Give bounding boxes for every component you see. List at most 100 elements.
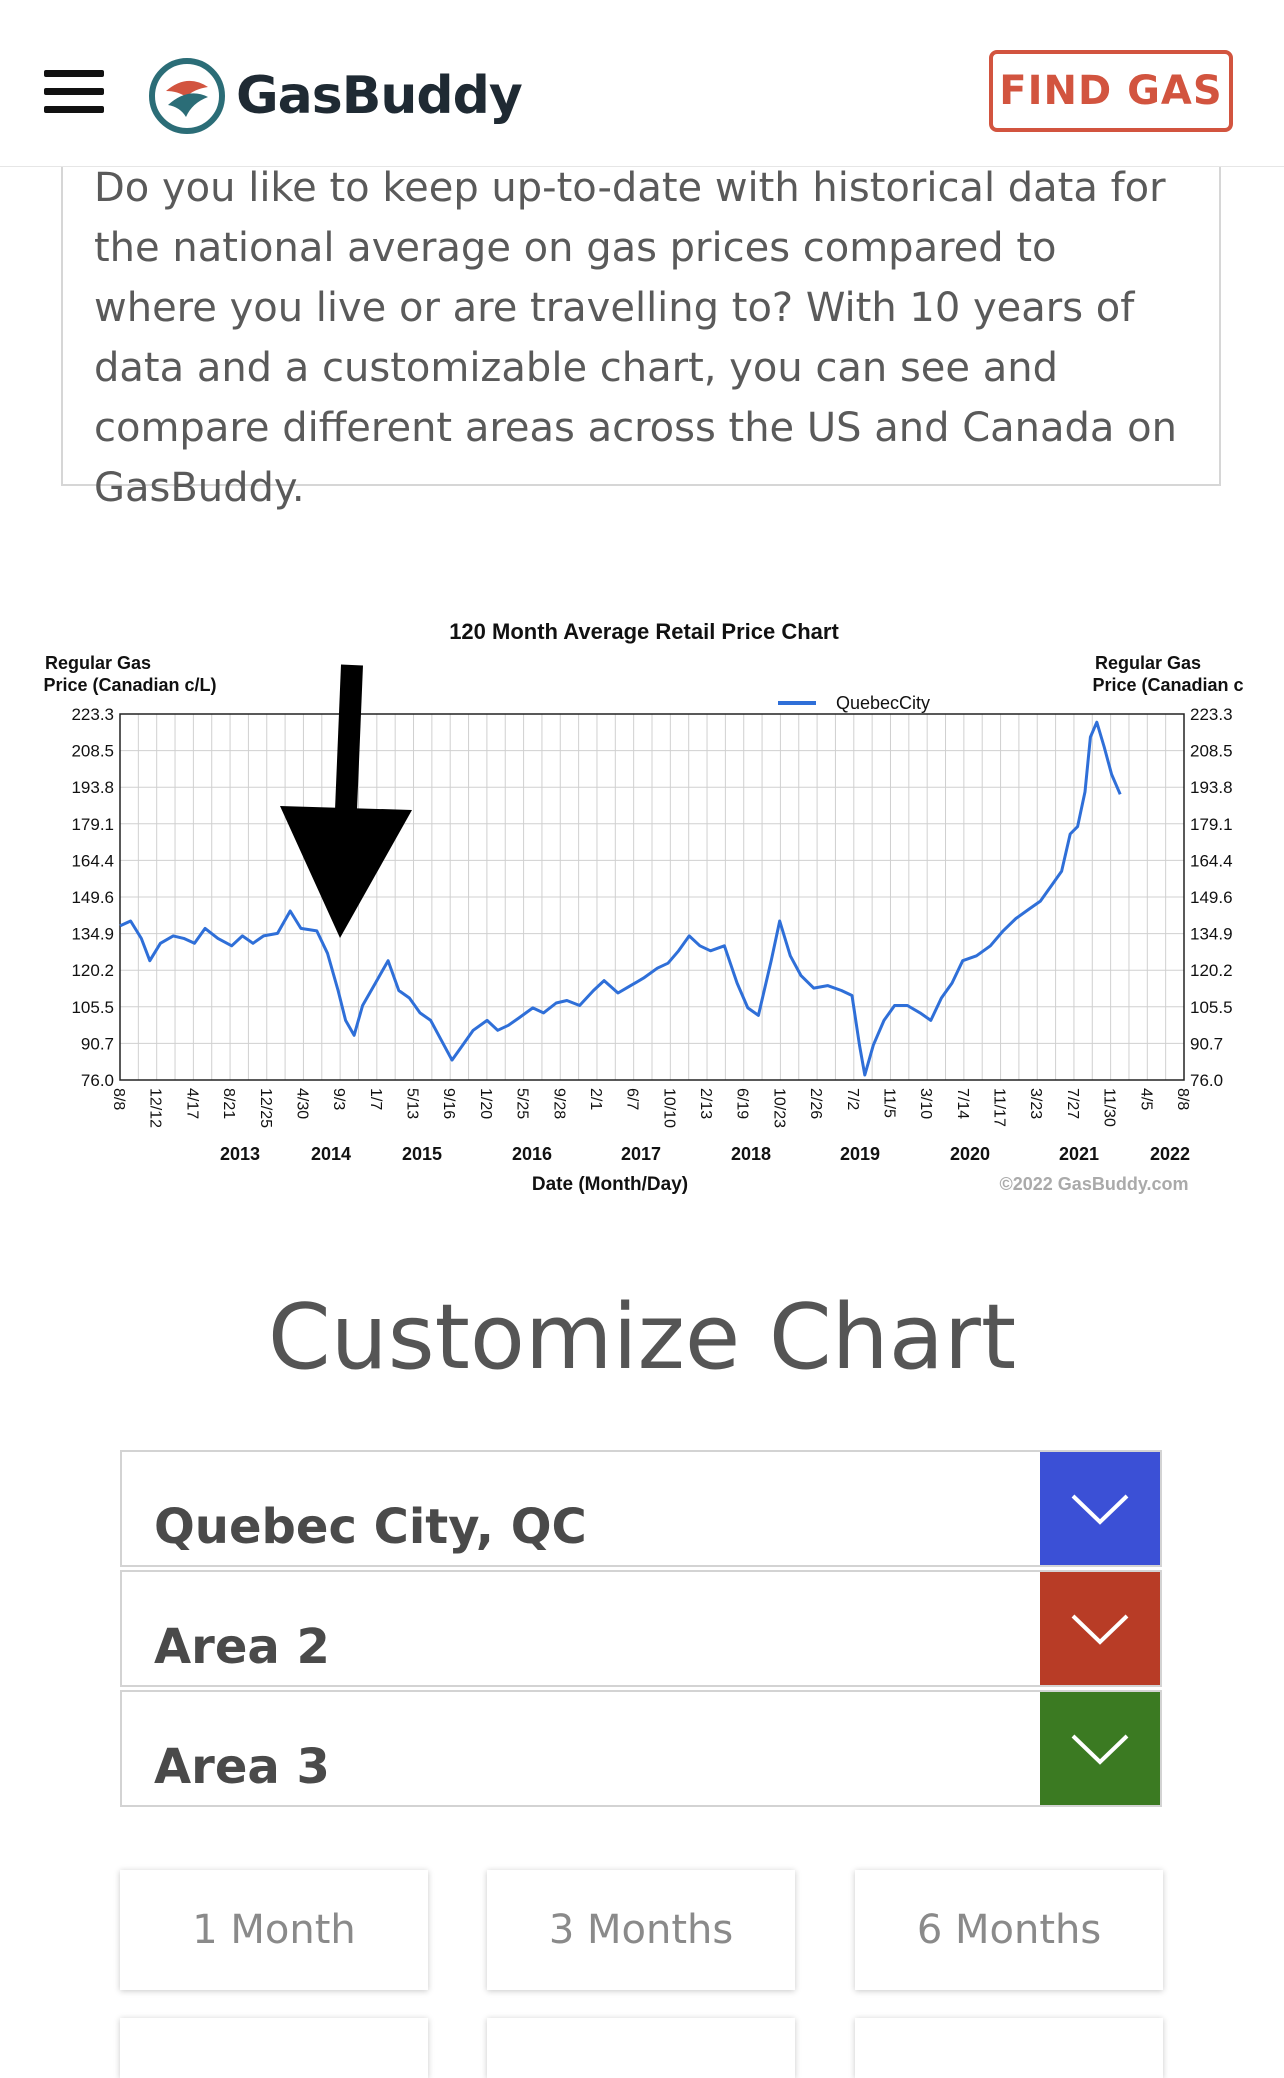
y-tick-label-right: 179.1	[1190, 815, 1233, 834]
year-label: 2015	[402, 1144, 442, 1164]
annotation-arrow-icon	[280, 664, 412, 938]
x-tick-label: 8/8	[110, 1088, 127, 1110]
intro-text-card: Do you like to keep up-to-date with hist…	[61, 150, 1221, 511]
y-tick-label-right: 223.3	[1190, 705, 1233, 724]
area-2-select[interactable]: Area 2	[120, 1570, 1162, 1687]
x-tick-label: 10/23	[770, 1088, 787, 1128]
range-button-row2-2[interactable]	[487, 2018, 795, 2078]
x-tick-label: 10/10	[660, 1088, 677, 1128]
price-chart-svg: 120 Month Average Retail Price Chart Reg…	[43, 619, 1243, 1195]
y-tick-label-left: 90.7	[81, 1034, 114, 1053]
y-tick-label-right: 90.7	[1190, 1034, 1223, 1053]
x-tick-label: 2/13	[697, 1088, 714, 1119]
area-1-select[interactable]: Quebec City, QC	[120, 1450, 1162, 1567]
x-tick-label: 6/7	[624, 1088, 641, 1110]
year-label: 2018	[731, 1144, 771, 1164]
x-tick-label: 12/12	[147, 1088, 164, 1128]
gasbuddy-logo[interactable]: GasBuddy	[148, 56, 523, 136]
plot-area-border	[119, 713, 1185, 1081]
gasbuddy-logo-icon	[149, 58, 225, 134]
y-tick-label-right: 208.5	[1190, 742, 1233, 761]
intro-paragraph: Do you like to keep up-to-date with hist…	[94, 165, 1177, 511]
y-ticks: 223.3 223.3 208.5 208.5 193.8 193.8 179.1 179.1…	[71, 705, 1232, 1090]
y-axis-label-left-2: Price (Canadian c/L)	[43, 675, 216, 695]
x-tick-label: 2/1	[587, 1088, 604, 1110]
x-tick-label: 3/10	[917, 1088, 934, 1119]
x-tick-label: 9/16	[440, 1088, 457, 1119]
chart-grid	[120, 713, 1184, 1081]
price-chart: 120 Month Average Retail Price Chart Reg…	[0, 600, 1284, 1220]
year-label: 2016	[512, 1144, 552, 1164]
range-button-row2-3[interactable]	[855, 2018, 1163, 2078]
year-label: 2019	[840, 1144, 880, 1164]
chart-title: 120 Month Average Retail Price Chart	[449, 619, 839, 644]
y-tick-label-left: 164.4	[71, 851, 114, 870]
chevron-down-icon[interactable]	[1040, 1692, 1160, 1805]
x-tick-label: 9/3	[330, 1088, 347, 1110]
y-tick-label-left: 134.9	[71, 925, 114, 944]
hamburger-menu-icon[interactable]	[44, 70, 104, 114]
x-tick-label: 1/7	[367, 1088, 384, 1110]
x-tick-label: 8/8	[1174, 1088, 1191, 1110]
x-tick-label: 4/5	[1137, 1088, 1154, 1110]
year-label: 2021	[1059, 1144, 1099, 1164]
range-3-months-button[interactable]: 3 Months	[487, 1870, 795, 1990]
x-tick-label: 11/17	[991, 1088, 1008, 1127]
range-1-month-button[interactable]: 1 Month	[120, 1870, 428, 1990]
x-tick-label: 4/17	[183, 1088, 200, 1119]
x-tick-label: 5/13	[404, 1088, 421, 1119]
x-tick-label: 7/14	[954, 1088, 971, 1119]
y-tick-label-right: 193.8	[1190, 778, 1233, 797]
chevron-down-icon[interactable]	[1040, 1572, 1160, 1685]
year-labels: 2013 2014 2015 2016 2017 2018 2019 2020 2021 2022	[220, 1144, 1190, 1164]
x-tick-label: 12/25	[257, 1088, 274, 1128]
range-6-months-button[interactable]: 6 Months	[855, 1870, 1163, 1990]
area-2-value: Area 2	[154, 1619, 330, 1675]
x-tick-label: 2/26	[807, 1088, 824, 1119]
y-tick-label-left: 149.6	[71, 888, 114, 907]
find-gas-button[interactable]: FIND GAS	[989, 50, 1233, 132]
top-header: GasBuddy FIND GAS	[0, 0, 1284, 167]
x-tick-label: 11/30	[1101, 1088, 1118, 1127]
y-tick-label-right: 134.9	[1190, 925, 1233, 944]
y-tick-label-left: 208.5	[71, 742, 114, 761]
area-3-value: Area 3	[154, 1739, 330, 1795]
x-axis-label: Date (Month/Day)	[532, 1174, 688, 1195]
y-tick-label-left: 105.5	[71, 998, 114, 1017]
year-label: 2022	[1150, 1144, 1190, 1164]
series-line-quebeccity	[119, 720, 1122, 1077]
y-tick-label-left: 193.8	[71, 778, 114, 797]
legend-label: QuebecCity	[836, 693, 930, 713]
chevron-down-icon[interactable]	[1040, 1452, 1160, 1565]
y-axis-label-right-1: Regular Gas	[1095, 653, 1201, 673]
y-tick-label-left: 76.0	[81, 1071, 114, 1090]
x-tick-label: 11/5	[880, 1088, 897, 1118]
range-button-row2-1[interactable]	[120, 2018, 428, 2078]
x-tick-label: 7/27	[1064, 1088, 1081, 1119]
y-tick-label-right: 76.0	[1190, 1071, 1223, 1090]
customize-chart-heading: Customize Chart	[267, 1285, 1017, 1390]
year-label: 2017	[621, 1144, 661, 1164]
area-3-select[interactable]: Area 3	[120, 1690, 1162, 1807]
x-tick-label: 8/21	[220, 1088, 237, 1119]
x-tick-label: 5/25	[514, 1088, 531, 1119]
x-tick-label: 3/23	[1027, 1088, 1044, 1119]
y-tick-label-right: 105.5	[1190, 998, 1233, 1017]
x-tick-label: 9/28	[550, 1088, 567, 1119]
area-1-value: Quebec City, QC	[154, 1499, 587, 1555]
x-ticks: 8/8 12/12 4/17 8/21 12/25 4/30 9/3 1/7 5/13 9/16 1…	[110, 1088, 1191, 1128]
y-tick-label-right: 120.2	[1190, 961, 1233, 980]
y-tick-label-right: 149.6	[1190, 888, 1233, 907]
year-label: 2020	[950, 1144, 990, 1164]
y-tick-label-left: 223.3	[71, 705, 114, 724]
year-label: 2014	[311, 1144, 351, 1164]
x-tick-label: 1/20	[477, 1088, 494, 1119]
brand-name: GasBuddy	[236, 66, 523, 126]
y-tick-label-left: 120.2	[71, 961, 114, 980]
y-axis-label-right-2: Price (Canadian c	[1092, 675, 1243, 695]
chart-copyright: ©2022 GasBuddy.com	[1000, 1174, 1189, 1194]
x-tick-label: 7/2	[844, 1088, 861, 1110]
y-tick-label-right: 164.4	[1190, 851, 1233, 870]
x-tick-label: 4/30	[293, 1088, 310, 1119]
year-label: 2013	[220, 1144, 260, 1164]
